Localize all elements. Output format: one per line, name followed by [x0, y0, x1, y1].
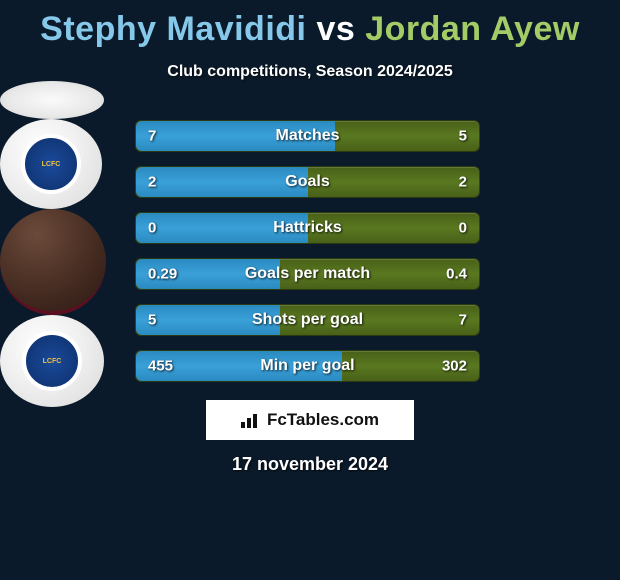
stat-right-value: 302	[442, 358, 467, 375]
player1-avatar-placeholder	[0, 81, 104, 119]
stat-left-value: 7	[148, 128, 156, 145]
stat-bars: 7 Matches 5 2 Goals 2 0 Hattricks 0 0.29 Goals per…	[135, 120, 480, 396]
stat-left-value: 2	[148, 174, 156, 191]
stat-bar-row: 7 Matches 5	[135, 120, 480, 152]
stat-left-value: 0.29	[148, 266, 177, 283]
vs-text: vs	[316, 10, 355, 48]
stat-bar-row: 2 Goals 2	[135, 166, 480, 198]
fctables-logo: FcTables.com	[206, 400, 414, 440]
stat-right-value: 0.4	[446, 266, 467, 283]
stat-right-value: 5	[459, 128, 467, 145]
bars-icon	[241, 412, 261, 428]
subtitle: Club competitions, Season 2024/2025	[0, 63, 620, 81]
stat-left-value: 5	[148, 312, 156, 329]
player1-club-crest: LCFC	[0, 119, 102, 209]
stat-right-value: 7	[459, 312, 467, 329]
leicester-crest-icon: LCFC	[21, 134, 81, 194]
stat-bar-fill	[136, 167, 308, 197]
stat-bar-row: 5 Shots per goal 7	[135, 304, 480, 336]
logo-text: FcTables.com	[267, 410, 379, 430]
stat-left-value: 455	[148, 358, 173, 375]
title: Stephy Mavididi vs Jordan Ayew	[0, 0, 620, 49]
stat-label: Goals per match	[245, 265, 370, 283]
stat-bar-row: 0 Hattricks 0	[135, 212, 480, 244]
stat-label: Goals	[285, 173, 329, 191]
stat-left-value: 0	[148, 220, 156, 237]
stat-label: Shots per goal	[252, 311, 363, 329]
date-text: 17 november 2024	[232, 454, 388, 475]
leicester-crest-icon: LCFC	[22, 331, 82, 391]
player2-club-crest: LCFC	[0, 315, 104, 407]
player1-name: Stephy Mavididi	[40, 10, 306, 48]
player2-avatar	[0, 209, 106, 315]
stat-label: Matches	[275, 127, 339, 145]
stat-bar-row: 455 Min per goal 302	[135, 350, 480, 382]
stat-bar-row: 0.29 Goals per match 0.4	[135, 258, 480, 290]
stat-right-value: 0	[459, 220, 467, 237]
stat-label: Hattricks	[273, 219, 341, 237]
comparison-infographic: Stephy Mavididi vs Jordan Ayew Club comp…	[0, 0, 620, 580]
player2-name: Jordan Ayew	[365, 10, 580, 48]
stat-label: Min per goal	[260, 357, 354, 375]
stat-right-value: 2	[459, 174, 467, 191]
